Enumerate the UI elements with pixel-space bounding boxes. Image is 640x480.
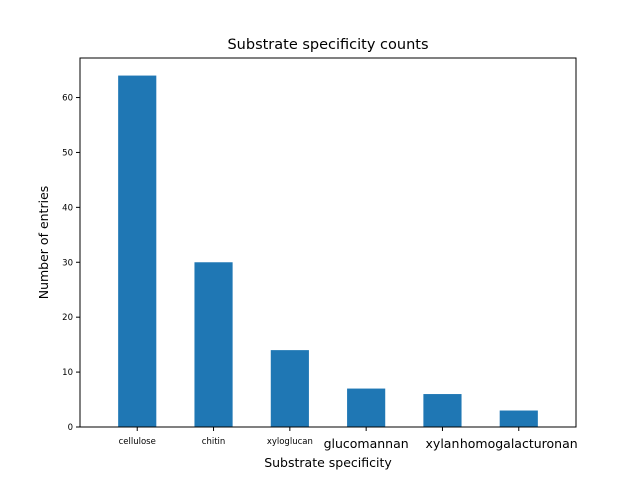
plot-frame — [79, 57, 577, 428]
y-tick-label: 40 — [62, 203, 73, 213]
y-tick-label: 10 — [62, 368, 73, 378]
y-tick-label: 0 — [68, 423, 73, 433]
bar-glucomannan — [347, 388, 386, 427]
bar-homogalacturonan — [499, 410, 538, 427]
x-tick-label-chitin: chitin — [202, 437, 226, 447]
bar-xylan — [423, 394, 462, 427]
y-tick-label: 20 — [62, 313, 73, 323]
y-tick-label: 50 — [62, 148, 73, 158]
x-tick-label-xyloglucan: xyloglucan — [267, 437, 313, 447]
bars-group — [118, 75, 538, 428]
y-tick-label: 60 — [62, 94, 73, 104]
x-tick-label-homogalacturonan: homogalacturonan — [460, 436, 578, 451]
y-axis-label: Number of entries — [36, 186, 51, 300]
bar-chitin — [194, 262, 233, 427]
bar-cellulose — [118, 75, 157, 428]
x-axis-ticks: cellulose chitin xyloglucan glucomannan xyla… — [119, 427, 578, 451]
y-tick-label: 30 — [62, 258, 73, 268]
x-tick-label-cellulose: cellulose — [119, 437, 156, 447]
x-tick-label-xylan: xylan — [426, 436, 460, 451]
chart-title: Substrate specificity counts — [227, 37, 428, 53]
x-tick-label-glucomannan: glucomannan — [324, 436, 409, 451]
bar-xyloglucan — [270, 350, 309, 427]
y-axis-ticks: 0 10 20 30 40 50 60 — [62, 94, 80, 433]
x-axis-label: Substrate specificity — [264, 455, 392, 470]
